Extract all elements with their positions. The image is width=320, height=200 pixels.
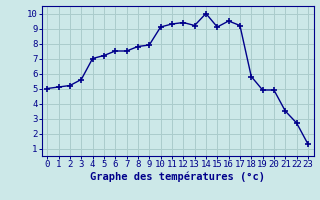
X-axis label: Graphe des températures (°c): Graphe des températures (°c) [90,172,265,182]
